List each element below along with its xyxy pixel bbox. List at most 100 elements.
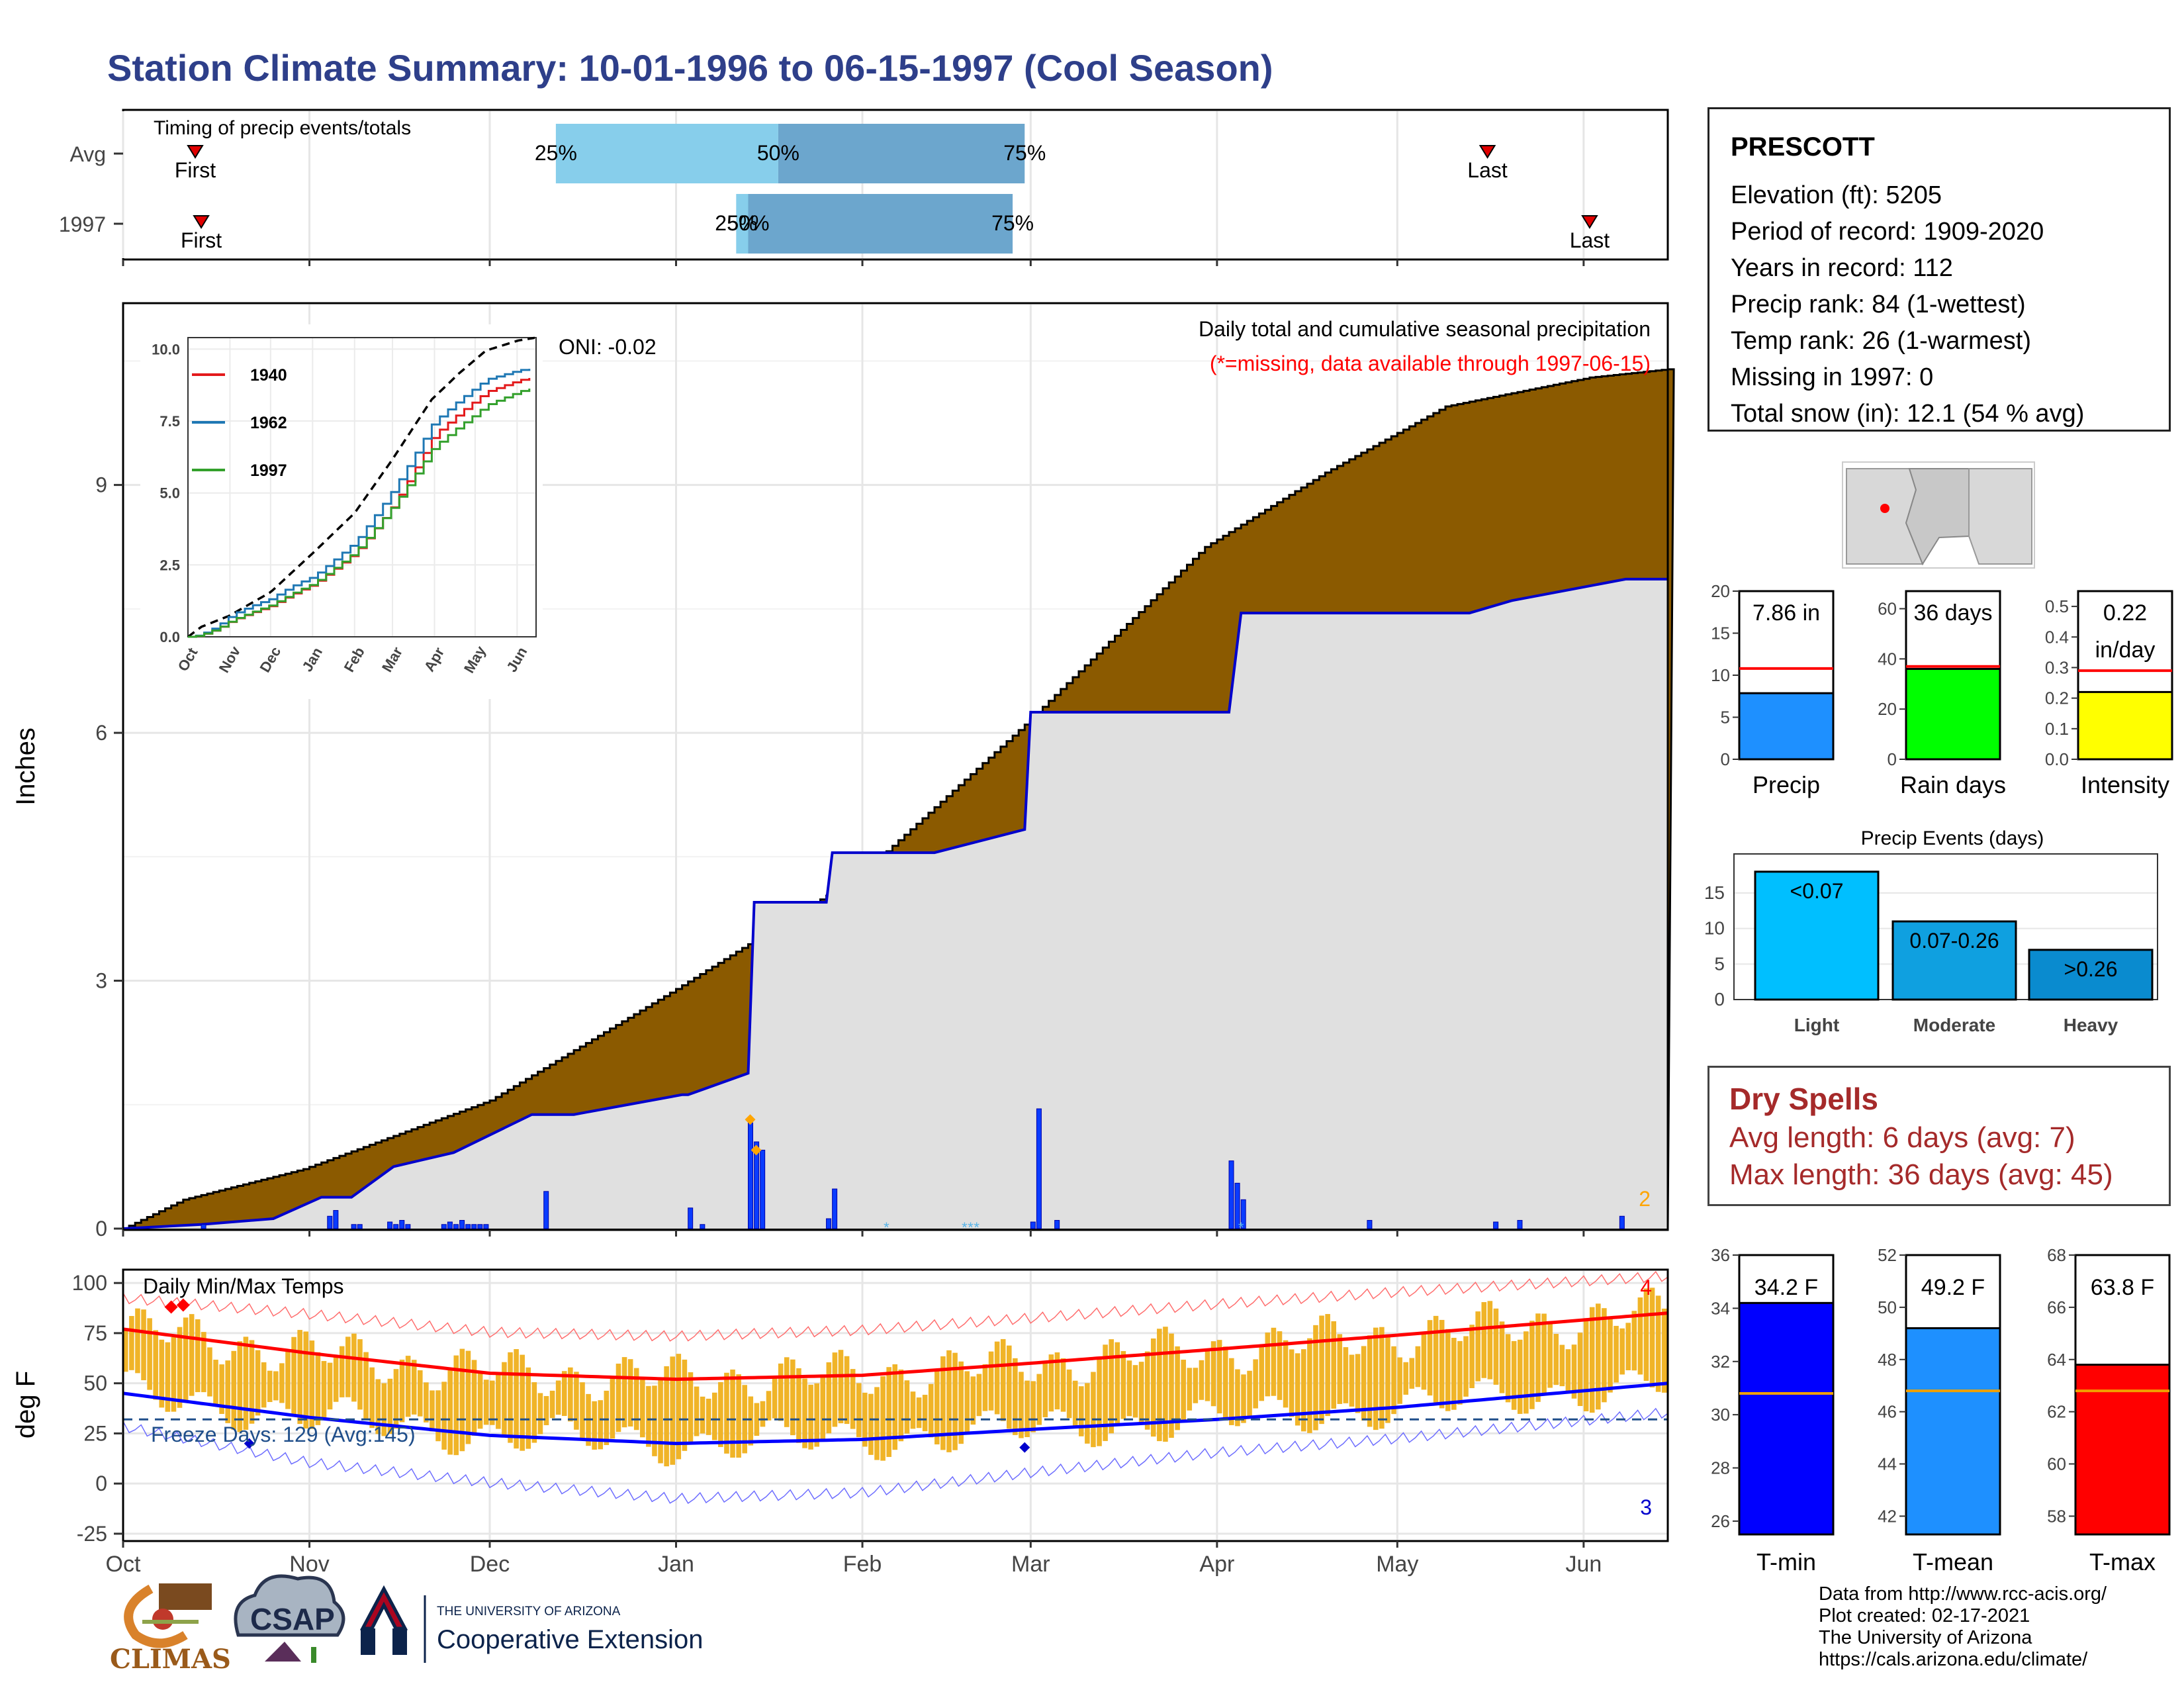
daily-temp-range-bar (537, 1393, 543, 1434)
inset-y-tick-label: 2.5 (159, 557, 180, 573)
daily-precip-bar (483, 1224, 489, 1229)
daily-temp-range-bar (520, 1354, 525, 1451)
oni-label: ONI: -0.02 (559, 335, 657, 359)
daily-temp-range-bar (243, 1336, 249, 1430)
daily-temp-range-bar (153, 1330, 158, 1400)
daily-temp-range-bar (1529, 1321, 1535, 1409)
daily-temp-range-bar (435, 1390, 441, 1442)
daily-temp-range-bar (1247, 1370, 1252, 1417)
daily-temp-range-bar (1553, 1334, 1559, 1385)
daily-precip-bar (351, 1224, 357, 1229)
csap-logo: CSAP (234, 1574, 345, 1663)
daily-temp-range-bar (1078, 1386, 1084, 1436)
daily-temp-range-bar (1524, 1331, 1529, 1414)
daily-temp-range-bar (285, 1350, 291, 1409)
dry-spells-box: Dry Spells Avg length: 6 days (avg: 7) M… (1707, 1066, 2171, 1206)
temp-y-tick-label: 25 (83, 1421, 107, 1445)
temp-value-label: 34.2 F (1754, 1275, 1818, 1300)
timing-first-marker (187, 145, 204, 159)
daily-temp-range-bar (237, 1341, 243, 1432)
timing-last-label: Last (1467, 158, 1508, 182)
daily-temp-range-bar (1415, 1346, 1421, 1387)
daily-temp-range-bar (646, 1385, 651, 1447)
inset-legend-label: 1997 (250, 461, 287, 480)
temp-y-tick-label: 46 (1878, 1402, 1897, 1422)
daily-precip-bar (1240, 1199, 1246, 1229)
timing-p25-label: 25% (535, 141, 577, 165)
events-value-label: 0.07-0.26 (1909, 929, 1999, 953)
daily-temp-range-bar (832, 1352, 838, 1427)
daily-precip-bar (357, 1224, 363, 1229)
daily-temp-range-bar (225, 1360, 230, 1423)
daily-temp-range-bar (844, 1356, 850, 1425)
summary-y-tick-label: 40 (1878, 649, 1897, 669)
temp-y-tick-label: 42 (1878, 1506, 1897, 1526)
timing-bar-25-50 (555, 124, 778, 183)
daily-temp-range-bar (1103, 1344, 1108, 1441)
inset-legend-label: 1940 (250, 366, 287, 385)
daily-precip-bar (826, 1218, 832, 1229)
daily-precip-bar (453, 1224, 459, 1229)
daily-temp-range-bar (1181, 1360, 1186, 1421)
daily-temp-range-bar (922, 1395, 928, 1432)
daily-temp-range-bar (1030, 1381, 1036, 1432)
precip-events-chart: Precip Events (days) <0.07 Light 0.07-0.26 M… (1704, 827, 2158, 1035)
ua-small-text: THE UNIVERSITY OF ARIZONA (437, 1605, 621, 1618)
daily-temp-range-bar (405, 1356, 411, 1417)
daily-temp-range-bar (543, 1395, 549, 1425)
daily-temp-range-bar (1013, 1358, 1018, 1435)
daily-temp-range-bar (802, 1378, 807, 1448)
summary-bar-Rain days (1905, 668, 2001, 761)
daily-temp-range-bar (1085, 1383, 1090, 1444)
events-y-tick-label: 0 (1714, 989, 1725, 1009)
precip-caption: Daily total and cumulative seasonal prec… (1199, 317, 1651, 341)
credit-university: The University of Arizona (1819, 1627, 2032, 1648)
daily-precip-bar (387, 1221, 393, 1229)
daily-temp-range-bar (615, 1364, 621, 1432)
daily-temp-range-bar (826, 1362, 832, 1434)
daily-precip-bar (1036, 1108, 1042, 1229)
temp-y-axis-label: deg F (11, 1371, 40, 1438)
daily-precip-bar (1030, 1221, 1036, 1229)
daily-temp-range-bar (177, 1327, 183, 1408)
daily-temp-range-bar (1229, 1358, 1234, 1425)
daily-temp-range-bar (694, 1386, 700, 1436)
daily-temp-range-bar (568, 1367, 573, 1422)
summary-value-label: 7.86 in (1752, 600, 1820, 626)
daily-temp-range-bar (1337, 1334, 1343, 1404)
daily-temp-range-bar (508, 1352, 513, 1443)
daily-temp-range-bar (880, 1376, 886, 1461)
daily-temp-range-bar (1541, 1313, 1547, 1394)
summary-y-tick-label: 0 (1721, 749, 1730, 769)
daily-temp-range-bar (357, 1339, 363, 1410)
station-years: Years in record: 112 (1731, 254, 1953, 282)
daily-temp-range-bar (754, 1403, 760, 1436)
daily-precip-bar (688, 1207, 694, 1229)
daily-temp-range-bar (477, 1371, 483, 1429)
daily-temp-range-bar (784, 1357, 790, 1427)
daily-temp-range-bar (393, 1369, 399, 1429)
daily-temp-range-bar (471, 1360, 477, 1436)
timing-row-label: 1997 (59, 212, 106, 236)
daily-temp-range-bar (549, 1390, 555, 1419)
timing-last-marker (1581, 215, 1598, 229)
daily-temp-range-bar (1355, 1354, 1361, 1413)
precip-panel-frame (122, 302, 1669, 1231)
daily-temp-range-bar (555, 1380, 561, 1415)
daily-temp-range-bar (874, 1387, 880, 1460)
daily-temp-range-bar (261, 1362, 267, 1408)
daily-temp-range-bar (219, 1364, 224, 1414)
daily-temp-range-bar (339, 1346, 345, 1397)
arizona-map (1842, 461, 2035, 569)
daily-temp-range-bar (1319, 1315, 1324, 1425)
daily-temp-range-bar (964, 1371, 970, 1435)
daily-temp-range-bar (627, 1359, 633, 1427)
daily-temp-range-bar (1445, 1329, 1451, 1411)
station-info-box: PRESCOTT Elevation (ft): 5205 Period of … (1707, 107, 2171, 432)
daily-temp-range-bar (465, 1350, 471, 1444)
daily-temp-range-bar (267, 1370, 273, 1402)
daily-temp-range-bar (411, 1360, 417, 1415)
daily-temp-range-bar (147, 1318, 152, 1390)
